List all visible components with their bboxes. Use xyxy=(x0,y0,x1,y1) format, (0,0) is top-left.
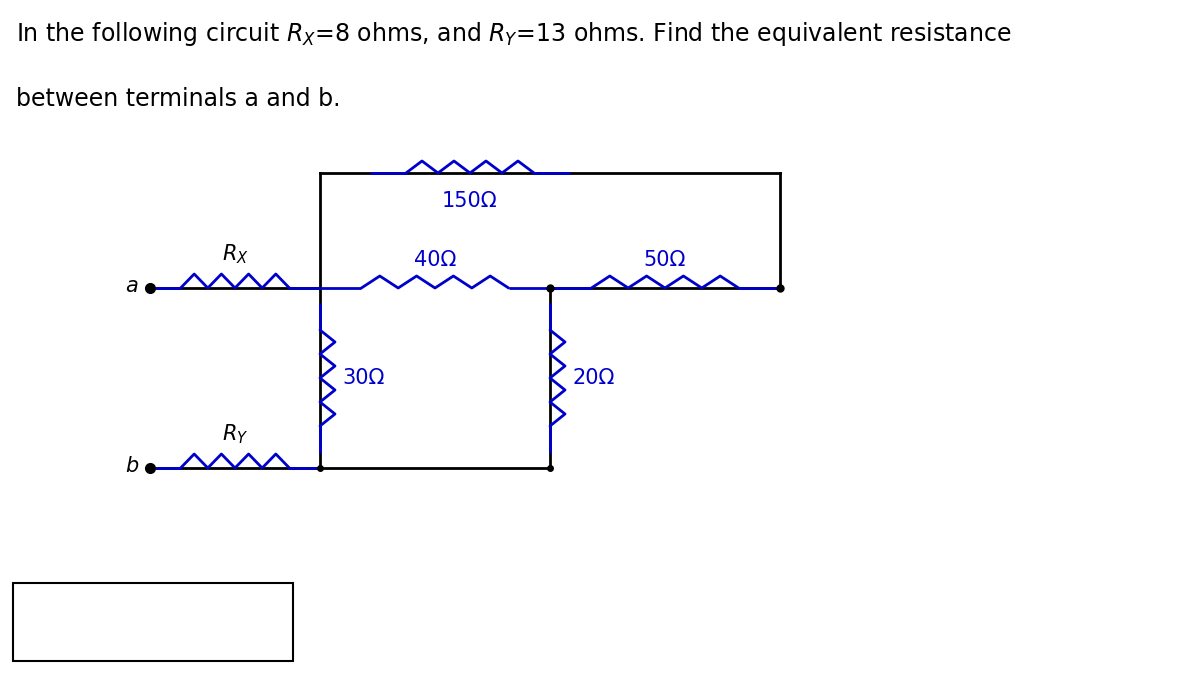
Text: $R_Y$: $R_Y$ xyxy=(222,423,248,446)
Text: between terminals a and b.: between terminals a and b. xyxy=(16,87,340,112)
Text: b: b xyxy=(125,456,138,476)
Text: $R_X$: $R_X$ xyxy=(222,242,248,266)
Text: 40Ω: 40Ω xyxy=(414,250,456,270)
Text: 20Ω: 20Ω xyxy=(572,368,614,388)
Text: 50Ω: 50Ω xyxy=(644,250,686,270)
Text: In the following circuit $R_X$=8 ohms, and $R_Y$=13 ohms. Find the equivalent re: In the following circuit $R_X$=8 ohms, a… xyxy=(16,20,1012,48)
Text: a: a xyxy=(125,276,138,296)
Text: 30Ω: 30Ω xyxy=(342,368,384,388)
Text: 150Ω: 150Ω xyxy=(442,191,498,211)
Bar xyxy=(13,583,293,661)
